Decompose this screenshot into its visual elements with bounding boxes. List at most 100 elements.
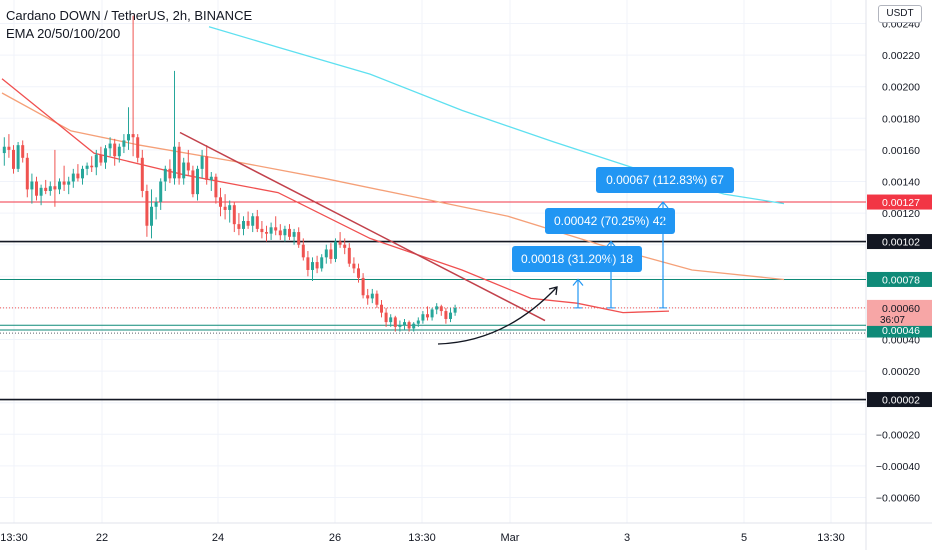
candle [292,228,296,245]
candle [136,134,140,163]
candle-body [205,156,209,180]
candle [35,176,38,201]
candle [76,164,80,182]
candle-body [343,244,347,248]
candle [242,216,245,236]
candle [2,137,6,166]
candle-body [449,312,452,319]
candle [85,162,89,176]
candle [48,181,52,196]
candle-body [370,293,374,299]
candle-body [228,205,232,210]
candle [90,156,94,173]
candle [260,221,264,239]
candle [384,307,388,327]
price-tick-label: 0.00200 [882,82,920,94]
time-tick-label: 26 [329,532,341,544]
candle-body [76,173,80,179]
candle [214,173,218,204]
candle-body [398,325,402,327]
candle-body [366,295,370,299]
candle-body [117,146,121,157]
candle [347,243,351,267]
candle-body [85,165,89,169]
price-axis-tag: 0.00127 [867,194,932,210]
candle-body [288,228,291,237]
candle-body [2,146,6,154]
candle-body [315,262,319,269]
candle [94,149,98,176]
target-label: 0.00042 (70.25%) 42 [545,208,675,234]
price-axis-tag-bg [867,271,932,287]
candle-body [334,241,337,259]
ema-50-line [1,92,785,281]
candle-body [246,221,250,226]
candle-body [48,186,52,191]
candle-body [200,156,204,169]
price-axis-tag-bg [867,234,932,250]
price-axis-tag-text: 0.00046 [882,325,920,337]
time-tick-label: 22 [96,532,108,544]
candle [366,288,370,305]
candle-body [145,190,149,226]
price-tick-label: 0.00020 [882,366,920,378]
candle [44,179,48,195]
candle-body [324,249,328,258]
candle-body [375,293,379,305]
candle-body [209,176,213,180]
candle [209,172,213,191]
candle [329,243,333,264]
candle [412,322,416,332]
target-label: 0.00018 (31.20%) 18 [512,246,642,272]
candle-body [439,306,443,312]
price-axis-tag-text: 0.00078 [882,274,920,286]
candle-body [163,168,167,182]
candle [108,137,112,157]
candle [81,165,84,185]
target-arrow-head [605,240,617,248]
candle [274,216,278,236]
candle [58,178,61,195]
candle-body [108,143,112,149]
candle [246,211,250,229]
candle [163,165,167,191]
candle [301,238,305,261]
candle [389,314,393,327]
candle-body [384,312,388,323]
time-tick-label: 5 [741,532,747,544]
candle [7,134,11,158]
price-axis-tag: 0.00102 [867,234,932,250]
target-label-text: 0.00067 (112.83%) 67 [606,173,724,187]
candle [288,224,291,240]
candle-body [99,154,103,163]
candle-body [168,168,172,179]
candle-body [320,257,324,269]
candle-body [39,187,43,196]
candle-body [214,176,218,198]
trendline [179,131,546,322]
candle [168,159,172,184]
candle [453,304,457,316]
candle [127,107,130,150]
candle-body [113,143,117,157]
candle [311,257,314,282]
currency-button[interactable]: USDT [878,5,922,23]
price-tick-label: 0.00120 [882,208,920,220]
candle [320,254,324,272]
candle [113,138,117,166]
candle-body [265,232,268,234]
candle [140,149,144,198]
candle-body [380,304,383,313]
candle-body [352,263,356,269]
last-price-tag-bg [867,299,932,326]
candle-body [361,277,365,296]
candle [297,227,301,248]
candle [223,194,227,220]
candle-body [173,146,176,179]
candle-body [407,322,411,329]
candle-body [71,173,75,182]
candle [53,149,57,207]
candle-body [62,181,66,185]
candle [439,304,443,316]
